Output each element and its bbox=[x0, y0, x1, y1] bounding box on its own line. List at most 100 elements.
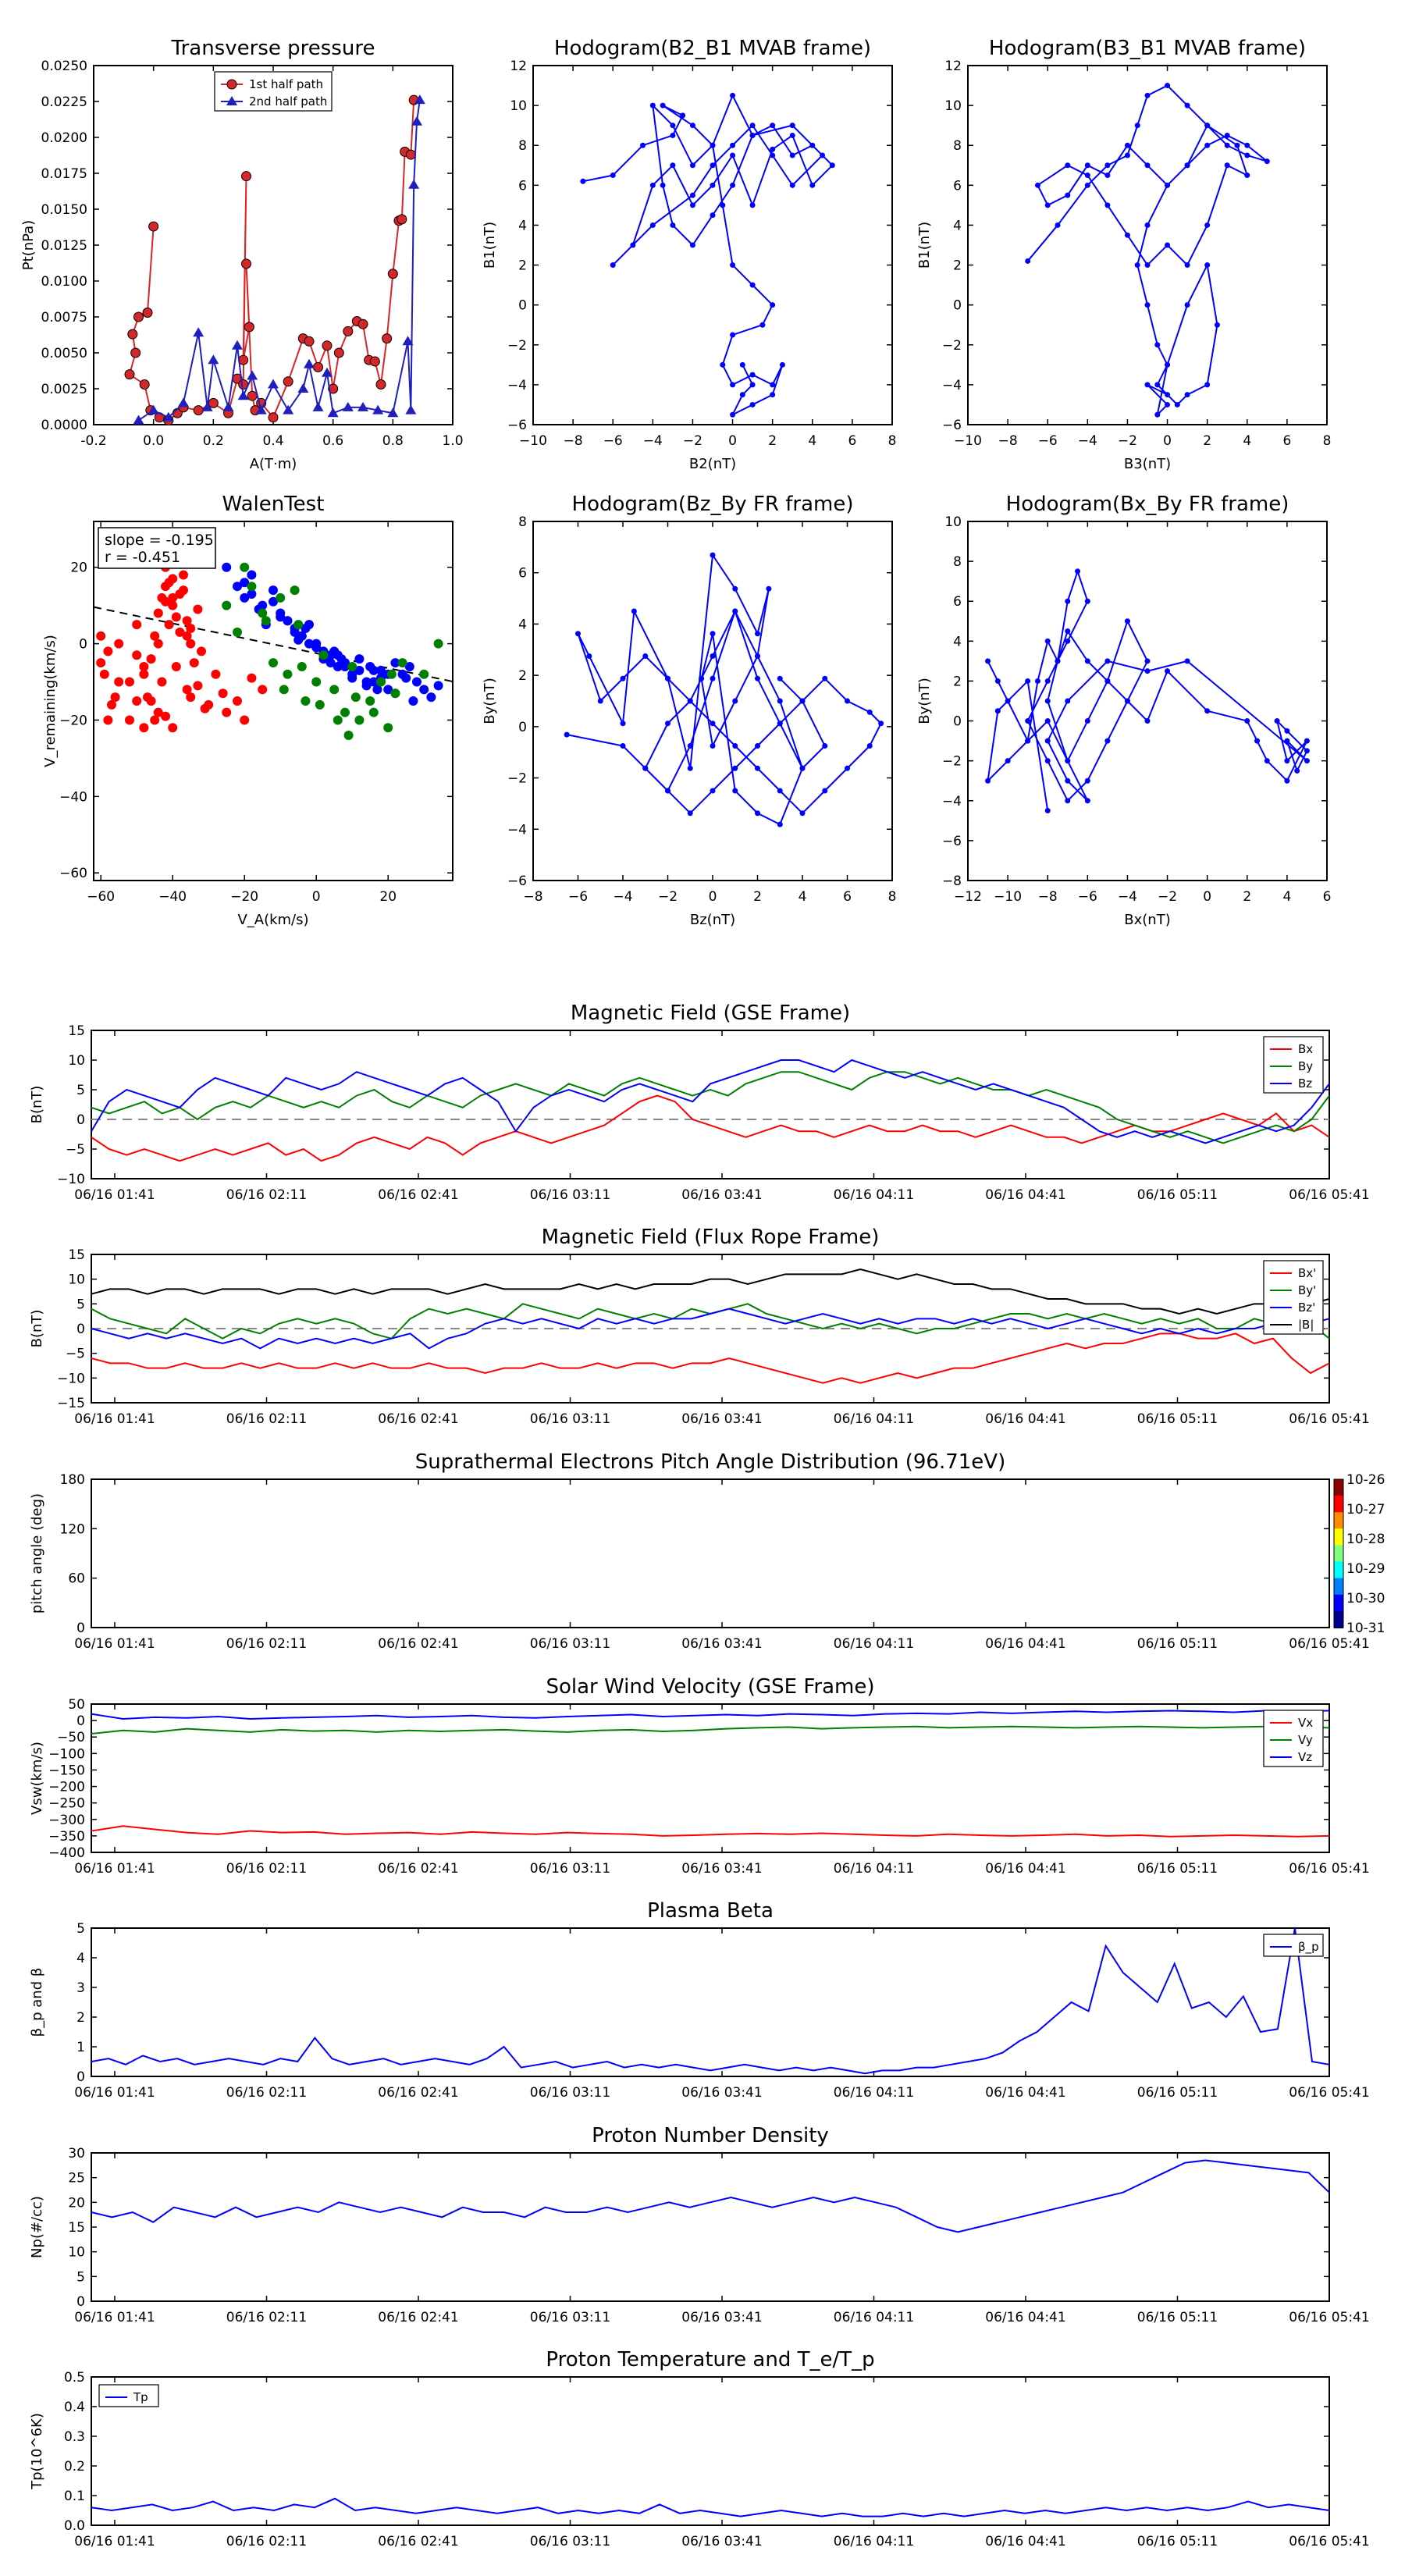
data-point bbox=[710, 675, 716, 681]
data-point bbox=[766, 585, 772, 592]
data-point bbox=[670, 222, 676, 228]
data-point bbox=[401, 673, 411, 683]
data-point bbox=[383, 723, 393, 733]
data-point bbox=[1104, 658, 1111, 664]
x-tick-label: 06/16 05:11 bbox=[1137, 2085, 1218, 2101]
data-point bbox=[710, 788, 716, 794]
data-point bbox=[124, 369, 135, 380]
data-point bbox=[269, 596, 278, 607]
data-point bbox=[1044, 808, 1051, 814]
fit-line bbox=[93, 606, 454, 683]
data-point bbox=[162, 411, 174, 422]
data-point bbox=[387, 407, 399, 418]
x-tick-label: 06/16 05:41 bbox=[1289, 2085, 1369, 2101]
y-tick-label: 0.0075 bbox=[41, 310, 87, 326]
data-point bbox=[755, 743, 760, 749]
chart-panel-p1: Transverse pressure 0.0000 0.0025 0.0050 0.0… bbox=[20, 37, 464, 472]
x-tick-label: 06/16 04:11 bbox=[834, 2085, 914, 2101]
data-point bbox=[730, 142, 736, 148]
plot-area-frame bbox=[91, 2376, 1330, 2526]
y-tick-label: −2 bbox=[507, 338, 527, 354]
data-point bbox=[710, 743, 716, 749]
data-point bbox=[1264, 158, 1270, 165]
data-point bbox=[755, 631, 760, 637]
x-tick-label: 06/16 04:11 bbox=[834, 2310, 914, 2325]
y-tick-label: 0.0150 bbox=[41, 202, 87, 218]
data-point bbox=[96, 658, 106, 668]
data-point bbox=[878, 720, 884, 727]
data-point bbox=[283, 376, 293, 387]
data-point bbox=[1065, 192, 1071, 198]
x-tick-label: 06/16 03:41 bbox=[681, 2534, 762, 2549]
x-tick-label: 06/16 03:11 bbox=[530, 2085, 610, 2101]
x-tick-label: 06/16 03:41 bbox=[681, 1411, 762, 1427]
data-point bbox=[164, 620, 174, 630]
colorbar-segment bbox=[1334, 1479, 1343, 1497]
data-point bbox=[620, 743, 626, 749]
data-point bbox=[1084, 162, 1090, 169]
y-axis-label: V_remaining(km/s) bbox=[42, 635, 59, 767]
x-tick-label: 06/16 05:41 bbox=[1289, 1861, 1369, 1877]
chart-marks bbox=[91, 1927, 1330, 2075]
y-tick-label: −4 bbox=[507, 822, 527, 838]
x-tick-label: −2 bbox=[658, 889, 678, 905]
data-point bbox=[125, 677, 134, 687]
data-point bbox=[293, 620, 304, 630]
x-tick-label: −6 bbox=[568, 889, 588, 905]
y-tick-label: 0 bbox=[76, 1621, 85, 1636]
annotation-frame bbox=[98, 527, 216, 569]
data-point bbox=[1044, 718, 1051, 724]
data-point bbox=[1025, 678, 1031, 684]
data-point bbox=[1065, 162, 1071, 169]
y-tick-label: 4 bbox=[953, 634, 962, 649]
data-point bbox=[1055, 222, 1061, 228]
data-point bbox=[1104, 738, 1111, 744]
data-point bbox=[1304, 738, 1310, 744]
data-point bbox=[1244, 142, 1250, 148]
y-tick-label: −10 bbox=[57, 1172, 85, 1187]
data-point bbox=[1055, 658, 1061, 664]
data-point bbox=[247, 570, 257, 580]
data-point bbox=[985, 777, 991, 784]
chart-title: Magnetic Field (GSE Frame) bbox=[571, 1002, 850, 1025]
colorbar-segment bbox=[1334, 1578, 1343, 1596]
x-tick-label: 06/16 02:11 bbox=[226, 2085, 307, 2101]
data-point bbox=[1144, 382, 1151, 388]
data-point bbox=[1224, 162, 1230, 169]
data-point bbox=[580, 178, 586, 184]
data-point bbox=[1075, 568, 1081, 575]
x-tick-label: 0 bbox=[1163, 433, 1172, 449]
y-tick-label: −5 bbox=[66, 1142, 85, 1158]
y-tick-label: 15 bbox=[68, 2220, 85, 2236]
data-point bbox=[1165, 392, 1171, 398]
x-tick-label: 0.8 bbox=[382, 433, 404, 449]
y-tick-label: 0 bbox=[79, 637, 87, 653]
y-tick-label: 8 bbox=[518, 138, 527, 154]
series-line bbox=[137, 100, 421, 422]
y-tick-label: 0.0100 bbox=[41, 274, 87, 290]
data-point bbox=[732, 743, 738, 749]
data-point bbox=[153, 707, 163, 717]
data-point bbox=[179, 570, 188, 580]
y-tick-label: 12 bbox=[510, 59, 527, 74]
data-point bbox=[680, 112, 686, 119]
x-tick-label: 06/16 02:11 bbox=[226, 1411, 307, 1427]
data-point bbox=[730, 152, 736, 158]
y-tick-label: 6 bbox=[953, 178, 962, 194]
data-point bbox=[1165, 668, 1171, 674]
data-point bbox=[161, 596, 170, 607]
y-tick-label: 10 bbox=[944, 98, 962, 114]
x-tick-label: 0 bbox=[1203, 889, 1211, 905]
data-point bbox=[368, 677, 379, 687]
series-line bbox=[91, 1268, 1330, 1315]
data-point bbox=[372, 685, 382, 695]
data-point bbox=[139, 723, 149, 733]
colorbar-tick-label: 10-29 bbox=[1346, 1561, 1385, 1577]
y-tick-label: 10 bbox=[68, 2245, 85, 2261]
x-tick-label: 0.4 bbox=[262, 433, 283, 449]
x-axis-label: B3(nT) bbox=[1124, 456, 1171, 472]
data-point bbox=[1284, 728, 1290, 734]
data-point bbox=[222, 562, 232, 572]
data-point bbox=[247, 673, 257, 683]
y-tick-label: 0.1 bbox=[64, 2489, 85, 2504]
